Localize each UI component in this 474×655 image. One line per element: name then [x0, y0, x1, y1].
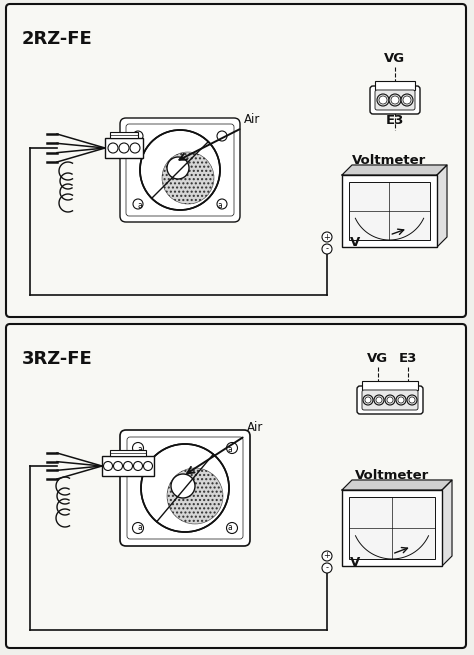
Text: Air: Air: [247, 421, 264, 434]
Circle shape: [379, 96, 387, 104]
Circle shape: [374, 395, 384, 405]
Text: 3RZ-FE: 3RZ-FE: [22, 350, 93, 368]
FancyBboxPatch shape: [6, 4, 466, 317]
Text: -: -: [326, 563, 328, 572]
FancyBboxPatch shape: [120, 430, 250, 546]
Circle shape: [396, 395, 406, 405]
Bar: [349, 497, 435, 559]
Text: V: V: [350, 555, 360, 569]
FancyBboxPatch shape: [370, 86, 420, 114]
Circle shape: [385, 395, 395, 405]
Circle shape: [377, 94, 389, 106]
Text: V: V: [350, 236, 360, 250]
Bar: [349, 182, 430, 240]
Text: VG: VG: [384, 52, 406, 65]
Circle shape: [141, 444, 229, 532]
Bar: [375, 81, 415, 90]
Circle shape: [140, 130, 220, 210]
Text: Air: Air: [244, 113, 260, 126]
Bar: [362, 381, 418, 390]
Text: a: a: [137, 202, 142, 210]
Circle shape: [134, 462, 143, 470]
Text: VG: VG: [367, 352, 389, 365]
Circle shape: [387, 397, 393, 403]
Circle shape: [322, 244, 332, 254]
Circle shape: [391, 96, 399, 104]
Text: a: a: [228, 445, 232, 455]
Text: +: +: [324, 233, 330, 242]
Text: a: a: [228, 523, 232, 533]
Circle shape: [407, 395, 417, 405]
Circle shape: [130, 143, 140, 153]
Polygon shape: [442, 480, 452, 566]
Circle shape: [376, 397, 382, 403]
Text: E3: E3: [399, 352, 417, 365]
Bar: [102, 456, 154, 476]
Circle shape: [133, 199, 143, 209]
Circle shape: [322, 232, 332, 242]
FancyBboxPatch shape: [375, 90, 415, 110]
Polygon shape: [437, 165, 447, 247]
Circle shape: [389, 94, 401, 106]
Text: Voltmeter: Voltmeter: [352, 154, 427, 167]
Polygon shape: [342, 165, 447, 175]
FancyBboxPatch shape: [357, 386, 423, 414]
Text: a: a: [137, 445, 142, 455]
Bar: [105, 138, 143, 158]
Circle shape: [119, 143, 129, 153]
Bar: [342, 490, 442, 566]
Text: -: -: [326, 244, 328, 253]
Polygon shape: [342, 480, 452, 490]
Bar: [110, 450, 146, 456]
Circle shape: [167, 157, 189, 179]
Circle shape: [124, 462, 133, 470]
Text: E3: E3: [386, 114, 404, 127]
Circle shape: [401, 94, 413, 106]
FancyBboxPatch shape: [6, 324, 466, 648]
Text: 2RZ-FE: 2RZ-FE: [22, 30, 93, 48]
FancyBboxPatch shape: [120, 118, 240, 222]
Circle shape: [217, 199, 227, 209]
Circle shape: [322, 551, 332, 561]
Circle shape: [103, 462, 112, 470]
Circle shape: [167, 468, 223, 524]
Circle shape: [227, 523, 237, 534]
Circle shape: [227, 443, 237, 453]
Text: Voltmeter: Voltmeter: [355, 469, 429, 482]
Circle shape: [108, 143, 118, 153]
Circle shape: [409, 397, 415, 403]
FancyBboxPatch shape: [362, 390, 418, 410]
Circle shape: [133, 523, 144, 534]
Circle shape: [171, 474, 195, 498]
Circle shape: [113, 462, 122, 470]
Circle shape: [398, 397, 404, 403]
Text: a: a: [218, 202, 222, 210]
Text: a: a: [137, 523, 142, 533]
Circle shape: [133, 131, 143, 141]
Circle shape: [365, 397, 371, 403]
Circle shape: [162, 152, 214, 204]
Bar: [110, 132, 138, 138]
Bar: [342, 175, 437, 247]
Circle shape: [133, 443, 144, 453]
Circle shape: [403, 96, 411, 104]
Circle shape: [322, 563, 332, 573]
Circle shape: [363, 395, 373, 405]
Circle shape: [144, 462, 153, 470]
Circle shape: [217, 131, 227, 141]
Text: +: +: [324, 552, 330, 561]
